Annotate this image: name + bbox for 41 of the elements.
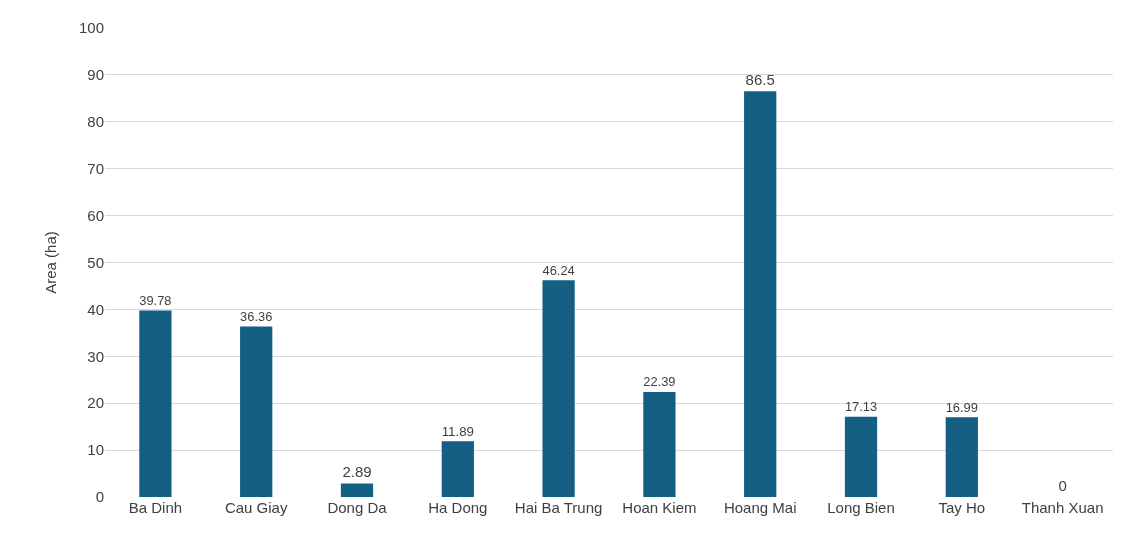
data-label: 0 (1058, 477, 1067, 494)
y-tick-label: 10 (87, 441, 104, 459)
data-label: 16.99 (945, 399, 978, 415)
y-tick-label: 90 (87, 66, 104, 84)
data-label: 36.36 (240, 308, 273, 324)
x-tick-label: Hoan Kiem (622, 499, 697, 516)
x-tick-label: Hoang Mai (723, 499, 797, 516)
x-tick-label: Dong Da (327, 499, 388, 516)
data-label: 86.5 (745, 71, 775, 89)
bar (139, 310, 172, 497)
bar (945, 417, 978, 497)
y-tick-label: 20 (87, 394, 104, 412)
y-axis-title: Area (ha) (42, 231, 60, 294)
data-label: 17.13 (844, 399, 878, 415)
x-tick-label: Ha Dong (428, 499, 488, 516)
data-label: 11.89 (441, 423, 474, 439)
data-label: 2.89 (342, 463, 372, 481)
y-tick-label: 0 (95, 488, 104, 506)
data-label: 22.39 (643, 374, 676, 390)
x-tick-label: Cau Giay (224, 499, 288, 516)
y-tick-label: 40 (87, 300, 104, 318)
bar (643, 391, 676, 497)
bar (441, 441, 474, 497)
y-tick-label: 80 (87, 113, 104, 131)
bar (542, 280, 575, 497)
y-tick-label: 100 (78, 19, 104, 37)
bar (240, 326, 273, 497)
data-label: 39.78 (139, 292, 172, 308)
data-label: 46.24 (542, 262, 575, 278)
x-tick-label: Ba Dinh (128, 499, 183, 516)
y-tick-label: 30 (87, 347, 104, 365)
bar (844, 416, 878, 497)
bar (340, 483, 374, 497)
y-tick-label: 50 (87, 253, 104, 271)
y-tick-label: 70 (87, 159, 104, 177)
x-tick-label: Thanh Xuan (1021, 499, 1104, 516)
y-tick-label: 60 (87, 206, 104, 224)
x-tick-label: Long Bien (827, 499, 895, 516)
x-tick-label: Hai Ba Trung (514, 499, 603, 516)
x-tick-label: Tay Ho (938, 499, 986, 516)
bar (744, 91, 777, 497)
